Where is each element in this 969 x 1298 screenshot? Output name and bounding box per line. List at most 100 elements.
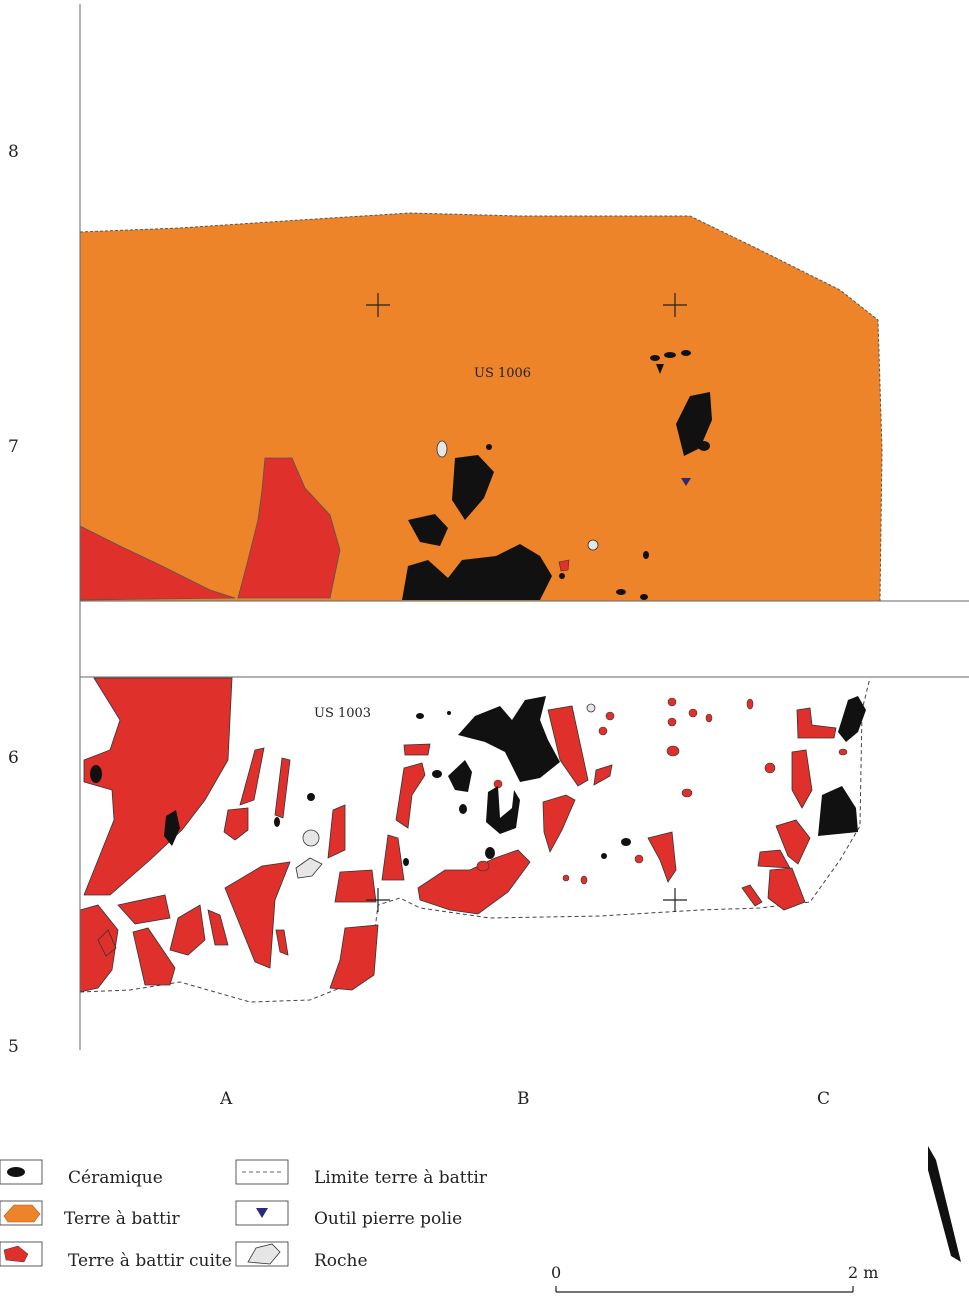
ceramique-fragment — [403, 858, 409, 866]
ceramique-fragment — [650, 355, 660, 361]
ceramique-fragment — [640, 594, 648, 600]
terre-cuite-patch — [275, 929, 289, 956]
roche-fragment — [295, 857, 323, 879]
ceramique-fragment — [408, 514, 448, 546]
terre-cuite-patch — [741, 884, 763, 907]
grid-cross-marker — [366, 293, 390, 317]
terre-cuite-patch — [79, 904, 119, 993]
grid-col-label: B — [517, 1089, 530, 1109]
ceramique-fragment — [681, 350, 691, 356]
unit-us1003: US 1003 — [79, 677, 871, 1003]
terre-cuite-patch — [688, 708, 698, 718]
ceramique-fragment — [307, 793, 315, 801]
grid-row-label: 6 — [8, 748, 19, 768]
ceramique-fragment — [838, 696, 866, 742]
ceramique-fragment — [402, 544, 552, 600]
terre-cuite-patch — [132, 927, 176, 986]
ceramique-fragment — [818, 786, 858, 836]
grid-col-label: C — [817, 1089, 830, 1109]
grid-row-label: 5 — [8, 1037, 19, 1057]
terre-cuite-patch — [334, 869, 377, 903]
terre-cuite-patch — [117, 894, 171, 925]
scale-bar: 0 2 m — [551, 1263, 878, 1293]
terre-cuite-icon — [3, 1245, 29, 1263]
unit-label-us1006: US 1006 — [474, 366, 531, 381]
roche-fragment — [586, 703, 596, 713]
terre-a-battir-area — [79, 212, 883, 602]
terre-cuite-patch — [97, 929, 117, 957]
grid-cross-marker — [663, 888, 687, 912]
ceramique-fragment — [643, 551, 649, 559]
legend-label-roche: Roche — [314, 1251, 368, 1271]
ceramique-fragment — [458, 696, 560, 782]
terre-cuite-patch — [223, 807, 249, 841]
terre-cuite-patch — [767, 867, 806, 911]
ceramique-fragment — [486, 786, 520, 834]
terre-cuite-patch — [403, 743, 431, 756]
ceramique-fragment — [164, 810, 180, 846]
terre-a-battir-icon — [3, 1204, 41, 1223]
grid-cross-marker — [663, 293, 687, 317]
terre-cuite-patch — [542, 794, 576, 854]
grid-frame: 8 7 6 5 A B C — [8, 4, 969, 1109]
ceramique-fragment — [274, 817, 280, 827]
ceramique-fragment — [486, 444, 492, 450]
terre-cuite-patch — [757, 849, 791, 869]
ceramique-icon — [7, 1167, 25, 1177]
ceramique-fragment — [416, 713, 424, 719]
terre-cuite-patch — [667, 697, 677, 707]
terre-cuite-patch — [605, 711, 615, 721]
terre-cuite-patch — [580, 875, 588, 885]
triangle-down-icon — [256, 1208, 268, 1218]
terre-cuite-patch — [327, 804, 346, 859]
terre-cuite-patch — [791, 749, 813, 809]
legend: Céramique Terre à battir Terre à battir … — [0, 1159, 488, 1271]
terre-cuite-patch — [681, 788, 693, 798]
ceramique-fragment — [432, 770, 442, 778]
ceramique-fragment — [664, 352, 676, 358]
terre-cuite-patch — [796, 707, 837, 739]
terre-cuite-patch — [83, 677, 233, 896]
terre-cuite-patch — [667, 717, 677, 727]
ceramique-fragment — [616, 589, 626, 595]
terre-cuite-patch — [169, 904, 206, 956]
terre-cuite-patch — [558, 559, 570, 572]
north-arrow-icon — [928, 1146, 961, 1262]
terre-cuite-patch — [562, 874, 570, 882]
terre-cuite-patch — [775, 819, 811, 865]
scale-label-end: 2 m — [848, 1263, 878, 1282]
terre-cuite-patch — [666, 745, 680, 757]
ceramique-fragment — [601, 853, 607, 859]
legend-label-outil: Outil pierre polie — [314, 1209, 462, 1229]
terre-cuite-patch — [417, 849, 531, 915]
terre-cuite-patch — [598, 726, 608, 736]
terre-cuite-patch — [329, 924, 379, 991]
legend-label-terre: Terre à battir — [64, 1209, 180, 1229]
terre-cuite-patch — [237, 457, 341, 599]
terre-cuite-patch — [764, 762, 776, 774]
grid-col-label: A — [219, 1089, 233, 1109]
terre-cuite-patch — [634, 854, 644, 864]
unit-label-us1003: US 1003 — [314, 706, 371, 721]
terre-cuite-patch — [274, 757, 291, 819]
ceramique-fragment — [447, 711, 451, 715]
ceramique-fragment — [676, 392, 712, 456]
legend-label-limite: Limite terre à battir — [314, 1168, 488, 1188]
terre-cuite-patch — [593, 764, 613, 786]
scale-label-start: 0 — [551, 1263, 561, 1282]
terre-cuite-patch — [224, 861, 291, 969]
ceramique-fragment — [459, 804, 467, 814]
ceramique-fragment — [90, 765, 102, 783]
ceramique-fragment — [656, 364, 664, 374]
roche-fragment — [302, 829, 320, 847]
terre-limite-line — [79, 677, 871, 1003]
ceramique-fragment — [448, 760, 472, 792]
grid-row-label: 7 — [8, 437, 19, 457]
terre-cuite-patch — [239, 747, 265, 806]
outil-pierre-polie-marker — [681, 478, 691, 486]
ceramique-fragment — [621, 838, 631, 846]
terre-cuite-patch — [547, 705, 589, 787]
terre-cuite-patch — [705, 713, 713, 723]
unit-us1006: US 1006 — [79, 212, 883, 602]
